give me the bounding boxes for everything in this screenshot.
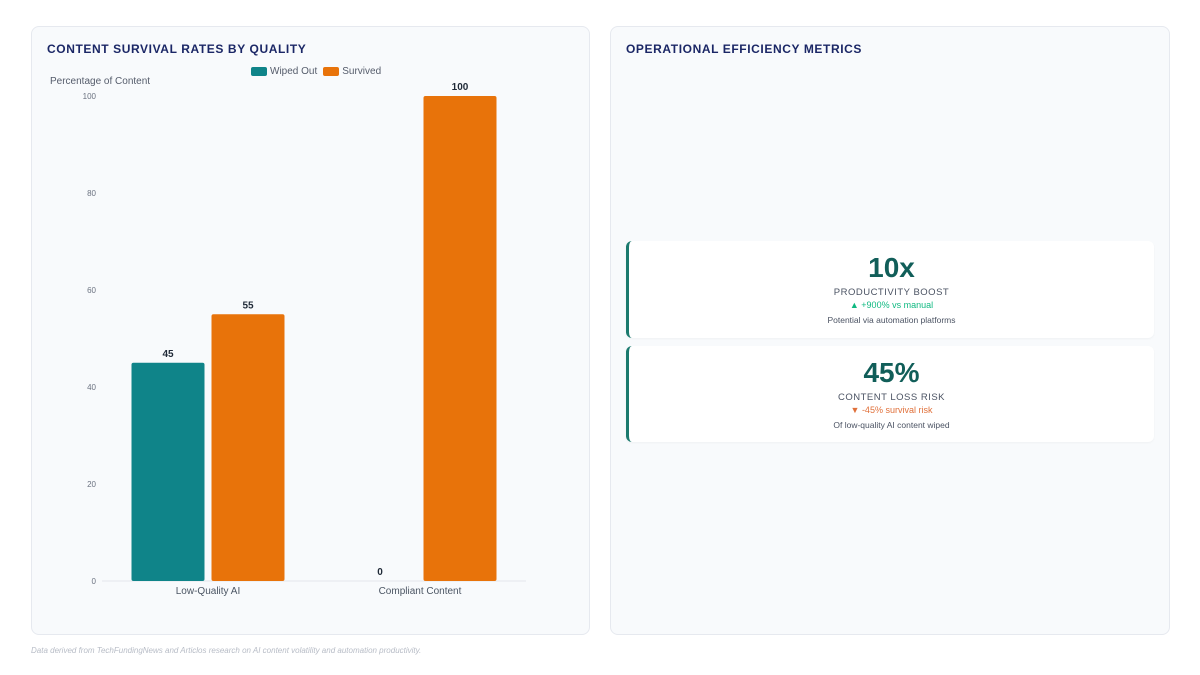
y-tick-label: 40	[87, 383, 96, 392]
metric-value: 10x	[868, 252, 915, 283]
y-tick-label: 80	[87, 189, 96, 198]
metric-change: ▼ -45% survival risk	[850, 405, 933, 415]
metric-card-content-loss: 45% CONTENT LOSS RISK ▼ -45% survival ri…	[626, 346, 1154, 442]
legend-swatch-survived	[323, 67, 340, 76]
metric-description: Of low-quality AI content wiped	[833, 420, 950, 430]
metric-card-productivity: 10x PRODUCTIVITY BOOST ▲ +900% vs manual…	[626, 241, 1154, 338]
metric-value: 45%	[863, 357, 920, 388]
bar-data-label: 55	[242, 300, 254, 311]
metric-label: CONTENT LOSS RISK	[837, 392, 946, 403]
bar-data-label: 45	[162, 349, 174, 360]
metric-change: ▲ +900% vs manual	[849, 300, 934, 310]
y-tick-label: 0	[92, 577, 97, 586]
legend-label-survived: Survived	[342, 66, 382, 77]
bar-wiped-out	[131, 362, 205, 581]
bar-data-label: 100	[452, 82, 469, 93]
y-tick-label: 60	[87, 286, 96, 295]
legend-item-survived[interactable]: Survived	[323, 66, 381, 77]
bar-survived	[423, 96, 497, 581]
y-tick-label: 100	[83, 92, 97, 101]
legend-label-wiped-out: Wiped Out	[270, 66, 318, 77]
x-tick-label: Low-Quality AI	[176, 586, 240, 597]
metrics-title: OPERATIONAL EFFICIENCY METRICS	[626, 42, 863, 56]
bar-survived	[211, 314, 285, 581]
survival-chart-panel: CONTENT SURVIVAL RATES BY QUALITY Wiped …	[31, 26, 590, 635]
chart-title: CONTENT SURVIVAL RATES BY QUALITY	[47, 42, 307, 56]
metrics-panel: OPERATIONAL EFFICIENCY METRICS 10x PRODU…	[610, 26, 1170, 635]
y-axis-label: Percentage of Content	[50, 76, 151, 87]
x-tick-label: Compliant Content	[379, 586, 462, 597]
metric-description: Potential via automation platforms	[827, 315, 956, 325]
y-tick-label: 20	[87, 480, 96, 489]
bar-chart: 0 20 40 60 80 100 45 55 Low-Quality AI 0 100 Compli…	[83, 82, 526, 597]
legend-item-wiped-out[interactable]: Wiped Out	[251, 66, 317, 77]
metric-label: PRODUCTIVITY BOOST	[833, 287, 950, 298]
footer-note: Data derived from TechFundingNews and Ar…	[31, 646, 422, 655]
chart-legend: Wiped Out Survived	[251, 66, 383, 77]
bar-data-label: 0	[377, 567, 383, 578]
legend-swatch-wiped-out	[251, 67, 267, 76]
